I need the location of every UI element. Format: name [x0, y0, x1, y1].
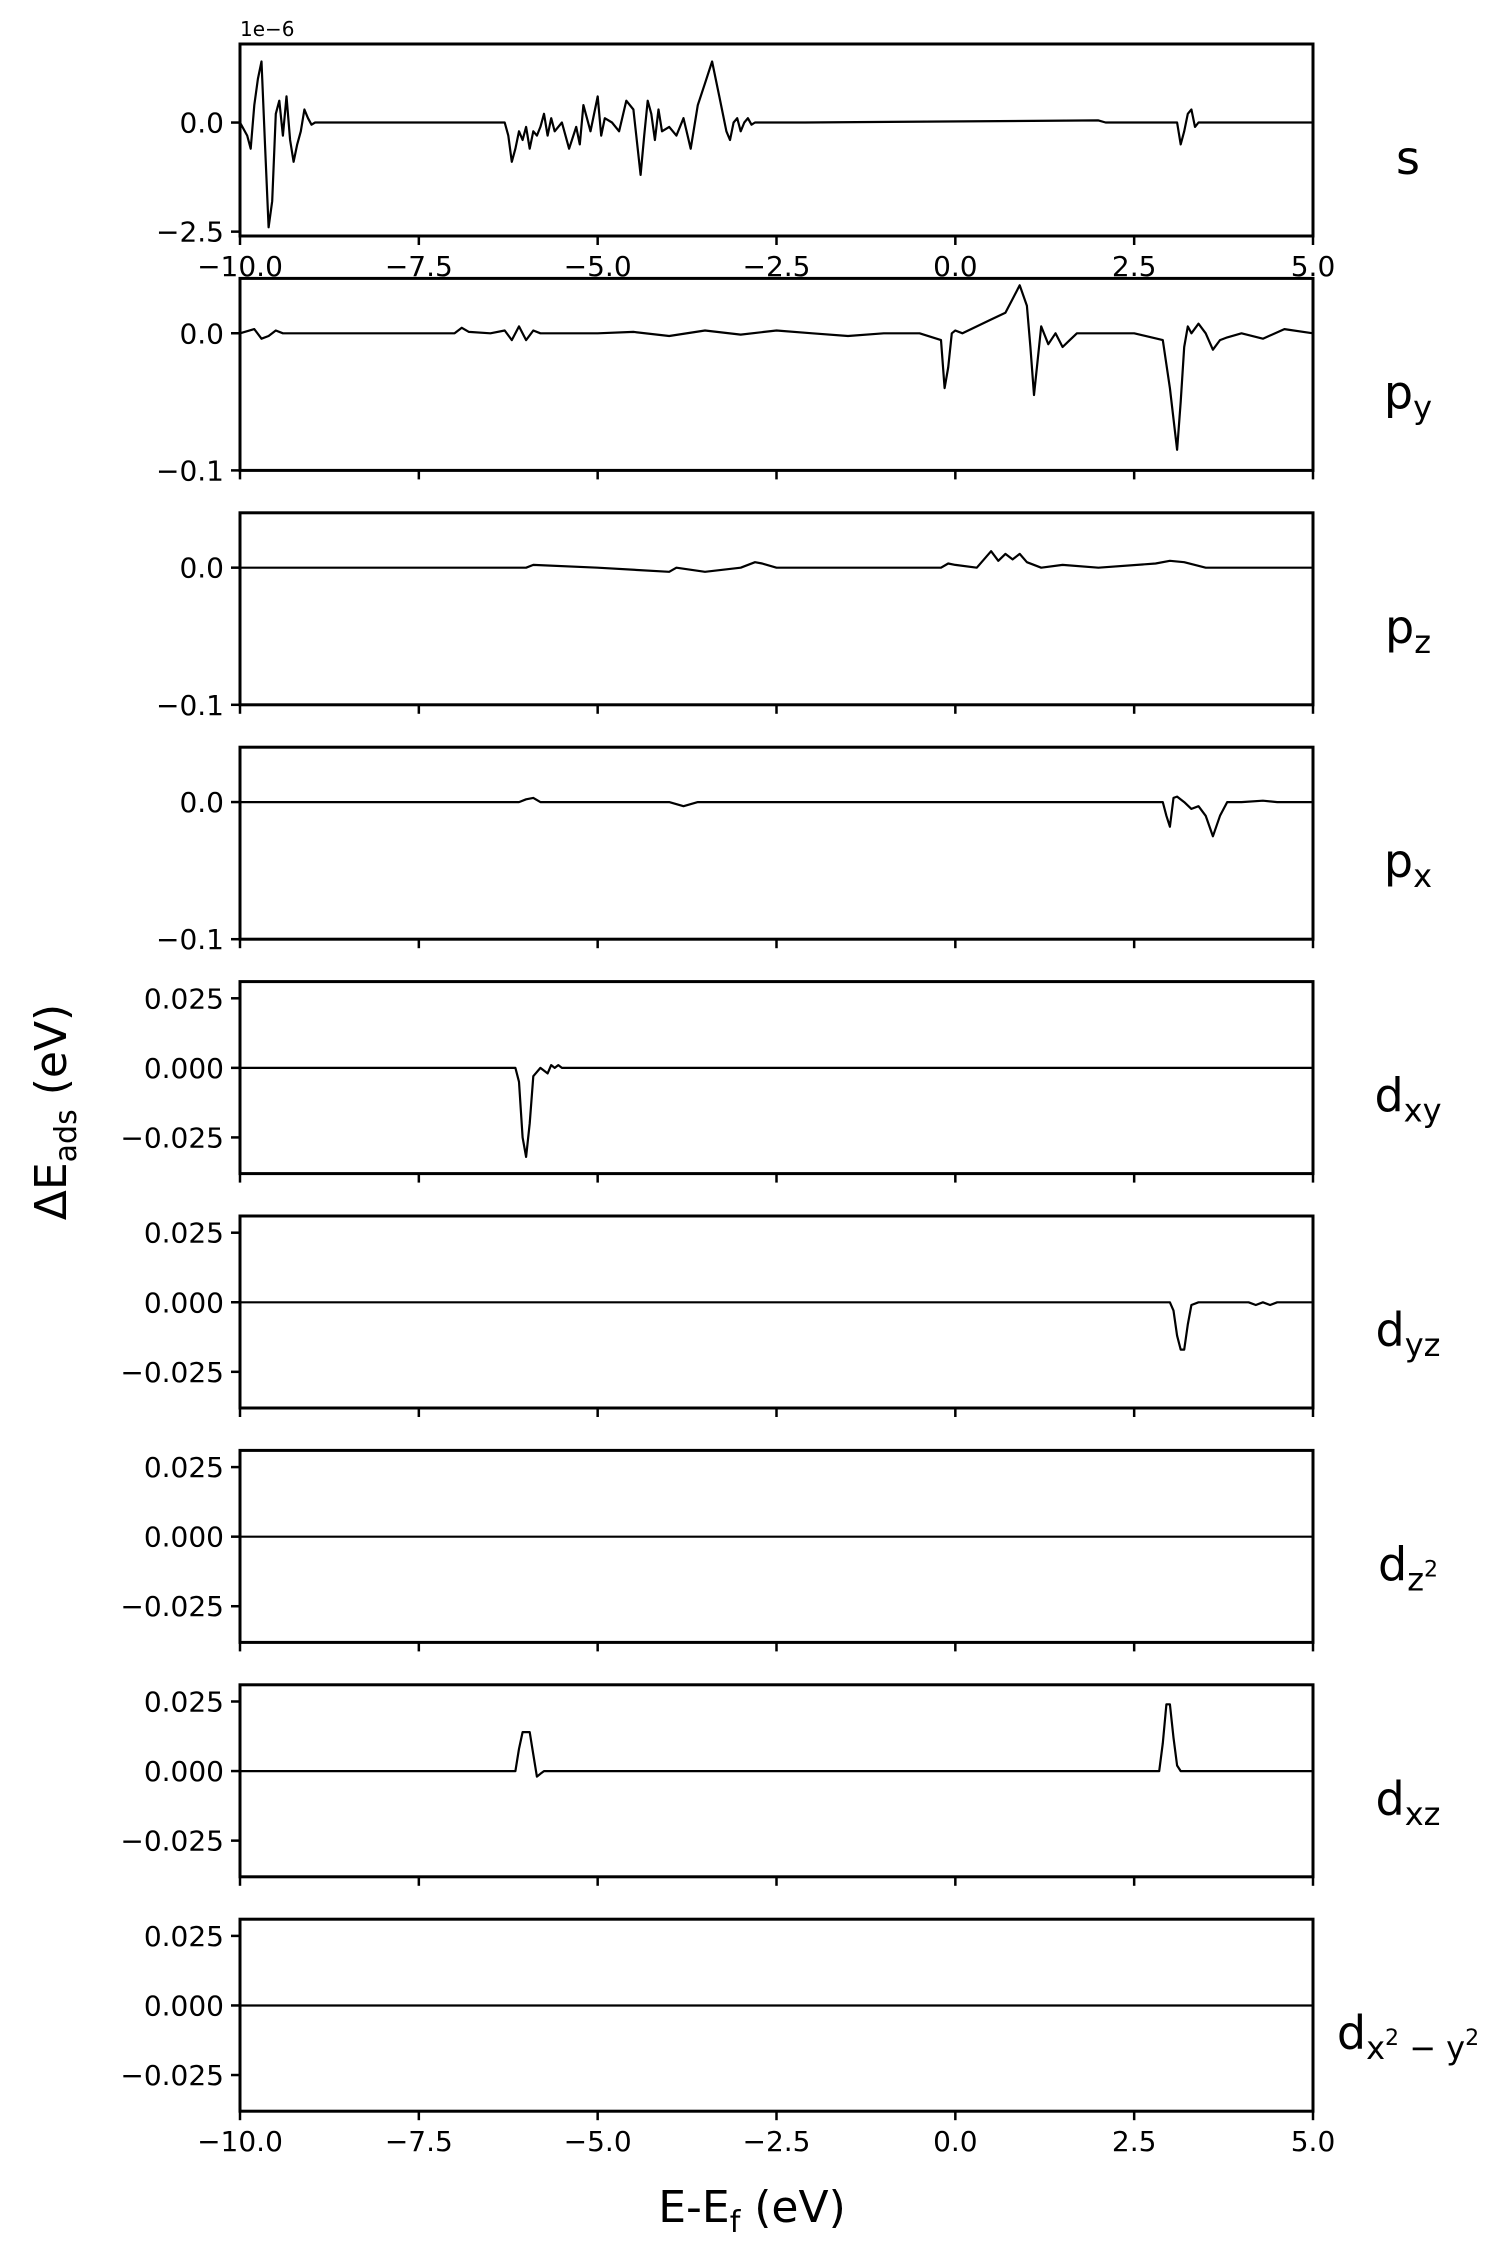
y-tick-label: 0.025: [144, 1685, 224, 1718]
y-tick-label: 0.000: [144, 1989, 224, 2022]
x-tick-label: 5.0: [1291, 2125, 1336, 2158]
axes-frame: [238, 745, 1315, 941]
y-tick-label: −0.025: [120, 1121, 224, 1154]
series-line-pz: [240, 550, 1313, 573]
y-tick-label: 0.000: [144, 1755, 224, 1788]
series-line-s: [239, 60, 1313, 229]
subplot-dx2-y2: 0.025 0.000 −0.025 −10.0 −7.5 −5.0 −2.5 0.0 2.5 5…: [120, 1917, 1479, 2158]
axes-frame: [238, 42, 1315, 238]
x-tick-label: −7.5: [385, 2125, 453, 2158]
y-tick-label: −0.025: [120, 1590, 224, 1623]
y-tick-label: 0.0: [179, 552, 224, 585]
orbital-label-s: s: [1396, 131, 1420, 185]
orbital-label-dxz: dxz: [1376, 1772, 1441, 1833]
y-tick-label: −2.5: [156, 216, 224, 249]
subplot-s: 0.0−2.5−10.0 −7.5 −5.0 −2.5 0.0 2.5 5.01e−6s: [156, 17, 1420, 283]
y-tick-label: 0.000: [144, 1052, 224, 1085]
orbital-label-pz: pz: [1385, 600, 1431, 661]
y-tick-label: −0.025: [120, 2059, 224, 2092]
x-tick-label: −2.5: [743, 2125, 811, 2158]
y-tick-label: 0.0: [179, 107, 224, 140]
x-tick-label: −10.0: [197, 2125, 283, 2158]
x-tick-label: −5.0: [564, 2125, 632, 2158]
subplot-dxz: 0.025 0.000 −0.025 dxz: [120, 1683, 1441, 1886]
y-tick-label: −0.1: [156, 689, 224, 722]
y-tick-label: 0.0: [179, 786, 224, 819]
axes-frame: [238, 980, 1315, 1176]
axes-frame: [238, 1214, 1315, 1410]
y-tick-label: 0.000: [144, 1286, 224, 1319]
x-axis-title: E-Ef (eV): [658, 2182, 846, 2240]
subplot-dxy: 0.025 0.000 −0.025 dxy: [120, 980, 1442, 1183]
series-line-px: [240, 795, 1313, 838]
subplot-dyz: 0.025 0.000 −0.025 dyz: [120, 1214, 1441, 1417]
offset-label: 1e−6: [240, 17, 295, 41]
axes-frame: [238, 276, 1315, 472]
subplot-px: 0.0 −0.1 px: [156, 745, 1432, 956]
orbital-label-dxy: dxy: [1374, 1069, 1441, 1130]
series-line-dxy: [240, 1063, 1313, 1159]
series-line-dyz: [240, 1301, 1313, 1351]
subplot-py: 0.0 −0.1 py: [156, 276, 1432, 487]
axes-frame: [238, 1917, 1315, 2113]
orbital-label-dx2-y2: dx2 − y2: [1337, 2006, 1479, 2067]
y-tick-label: −0.025: [120, 1825, 224, 1858]
y-tick-label: −0.1: [156, 454, 224, 487]
y-axis-title: ΔEads (eV): [26, 1004, 84, 1220]
x-tick-label: 0.0: [933, 2125, 978, 2158]
y-tick-label: 0.025: [144, 982, 224, 1015]
y-tick-label: 0.000: [144, 1521, 224, 1554]
orbital-label-px: px: [1384, 834, 1432, 895]
orbital-label-dz2: dz2: [1378, 1537, 1438, 1598]
y-tick-label: 0.0: [179, 317, 224, 350]
axes-frame: [238, 1448, 1315, 1644]
series-line-dxz: [240, 1703, 1313, 1778]
subplot-dz2: 0.025 0.000 −0.025 dz2: [120, 1448, 1438, 1652]
series-line-py: [239, 284, 1314, 451]
y-tick-label: −0.025: [120, 1356, 224, 1389]
y-tick-label: 0.025: [144, 1451, 224, 1484]
axes-frame: [238, 1683, 1315, 1879]
orbital-label-dyz: dyz: [1376, 1303, 1441, 1364]
orbital-label-py: py: [1384, 365, 1432, 426]
subplot-panels: 0.0 −2.5 −10.0 −7.5 −5.0 −2.5 0.0 2.5 5.0 1e−6 s 0.…: [120, 17, 1479, 2158]
y-tick-label: 0.025: [144, 1920, 224, 1953]
subplot-pz: 0.0 −0.1 pz: [156, 511, 1431, 722]
y-tick-label: −0.1: [156, 923, 224, 956]
axes-frame: [238, 511, 1315, 707]
x-tick-label: 2.5: [1112, 2125, 1157, 2158]
y-tick-label: 0.025: [144, 1217, 224, 1250]
